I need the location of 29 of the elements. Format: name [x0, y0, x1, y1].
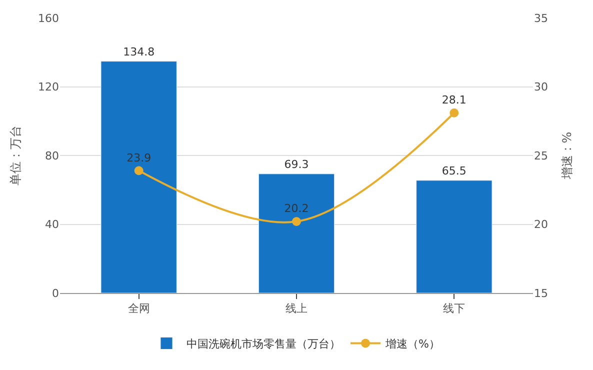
point — [134, 166, 144, 176]
bar — [100, 61, 177, 293]
point — [450, 108, 459, 118]
y-tick-label: 40 — [45, 218, 59, 232]
x-tick-label: 线上 — [286, 302, 308, 316]
y-tick-label: 120 — [38, 80, 59, 94]
y2-tick-label: 35 — [534, 12, 548, 25]
legend-label: 增速（%） — [384, 338, 440, 351]
y-axis-title: 单位：万台 — [8, 126, 22, 186]
data-label: 69.3 — [284, 158, 309, 171]
y-tick-label: 0 — [52, 286, 59, 300]
bar — [416, 180, 492, 293]
y2-tick-label: 30 — [534, 80, 548, 94]
legend-label: 中国洗碗机市场零售量（万台） — [186, 338, 340, 351]
y-tick-label: 80 — [45, 149, 59, 162]
y-tick-label: 160 — [38, 12, 59, 25]
y2-tick-label: 20 — [534, 218, 548, 232]
x-tick-label: 线下 — [443, 302, 466, 316]
data-label: 23.9 — [126, 151, 152, 164]
bar — [258, 174, 335, 293]
data-label: 28.1 — [442, 94, 466, 107]
y2-axis-title: 增速：% — [560, 132, 574, 180]
data-label: 20.2 — [284, 202, 309, 216]
x-tick-label: 全网 — [128, 302, 150, 316]
data-label: 65.5 — [442, 164, 466, 178]
y2-tick-label: 15 — [534, 286, 548, 300]
point — [292, 217, 301, 226]
y2-tick-label: 25 — [534, 149, 548, 162]
data-label: 134.8 — [123, 45, 155, 58]
